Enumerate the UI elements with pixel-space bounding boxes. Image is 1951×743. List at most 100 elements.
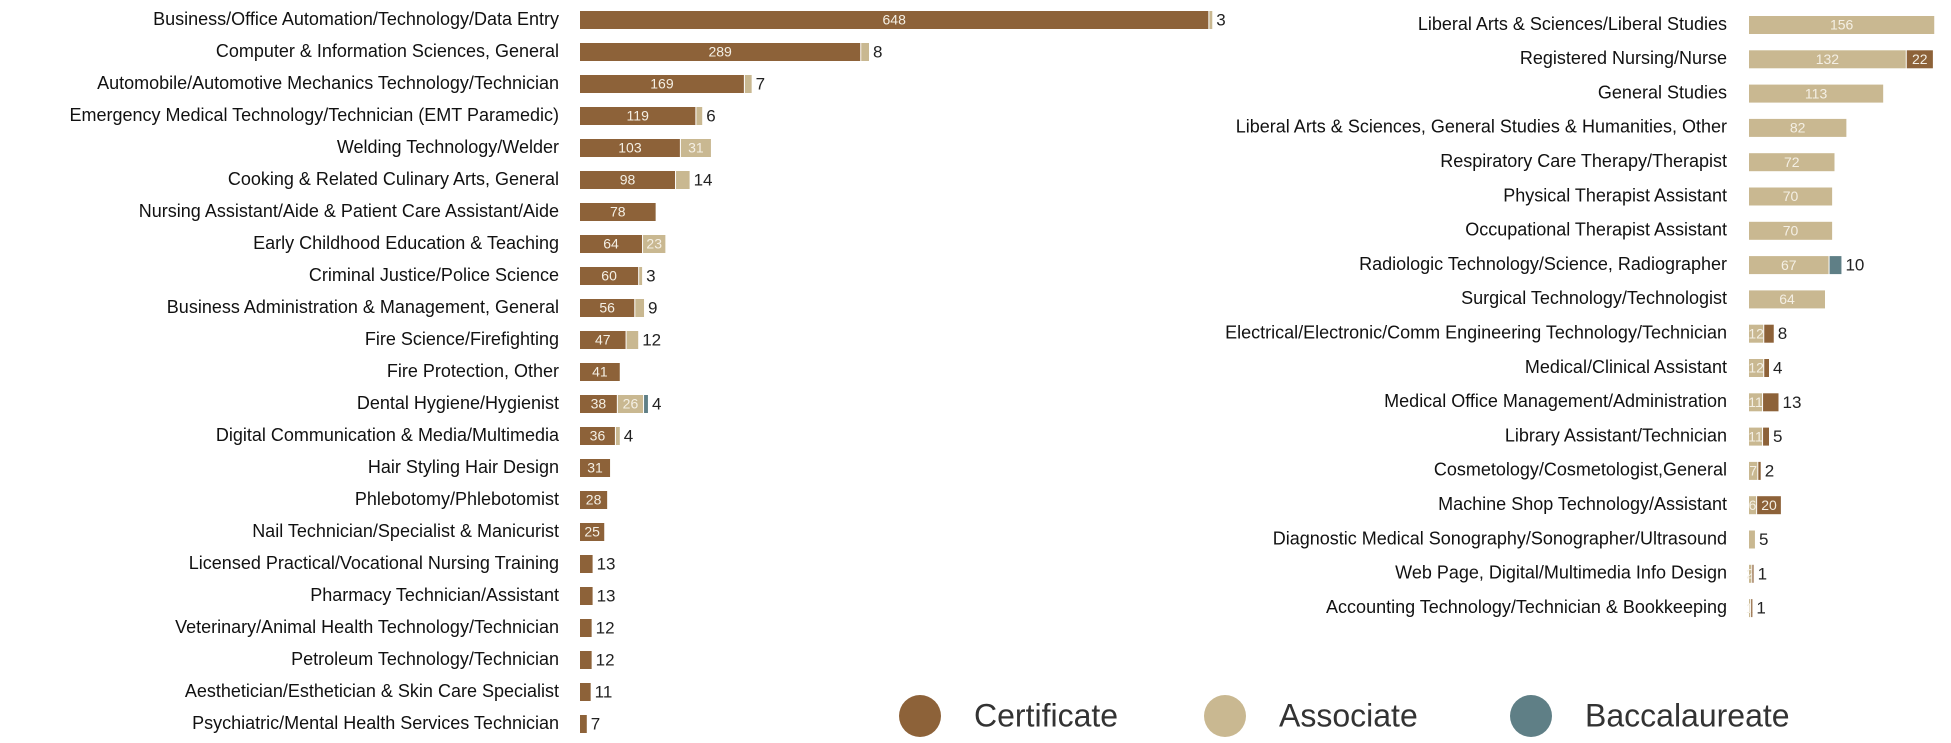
- bar-segment: [1751, 599, 1753, 618]
- category-label: Welding Technology/Welder: [337, 137, 559, 157]
- value-label: 23: [646, 236, 662, 252]
- value-label: 12: [596, 618, 615, 637]
- category-label: Accounting Technology/Technician & Bookk…: [1326, 597, 1727, 617]
- value-label: 56: [599, 300, 615, 316]
- value-label: 67: [1781, 257, 1797, 273]
- value-label: 119: [627, 108, 650, 124]
- category-label: Medical Office Management/Administration: [1384, 391, 1727, 411]
- category-label: Nursing Assistant/Aide & Patient Care As…: [139, 201, 559, 221]
- value-label: 28: [586, 492, 602, 508]
- category-label: Automobile/Automotive Mechanics Technolo…: [97, 73, 559, 93]
- bar-segment: [1749, 153, 1835, 172]
- legend-swatch: [1510, 695, 1552, 737]
- bar-segment: [617, 395, 644, 413]
- bar-segment: [580, 619, 592, 637]
- value-label: 2: [1765, 461, 1774, 480]
- category-label: Medical/Clinical Assistant: [1525, 357, 1727, 377]
- value-label: 64: [1779, 291, 1795, 307]
- value-label: 38: [591, 396, 607, 412]
- bar-segment: [580, 331, 626, 349]
- value-label: 70: [1783, 223, 1799, 239]
- bar-segment: [680, 139, 711, 157]
- bar-segment: [580, 235, 643, 253]
- bar-segment: [1749, 187, 1833, 206]
- bar-segment: [1763, 393, 1779, 412]
- value-label: 60: [601, 268, 617, 284]
- value-label: 1: [1756, 599, 1765, 618]
- bar-segment: [580, 491, 608, 509]
- value-label: 78: [610, 204, 626, 220]
- value-label: 26: [623, 396, 639, 412]
- bar-segment: [580, 555, 593, 573]
- legend-label: Associate: [1279, 697, 1418, 733]
- category-label: General Studies: [1598, 82, 1727, 102]
- value-label: 20: [1761, 497, 1777, 513]
- bar-segment: [1752, 564, 1754, 583]
- bar-segment: [1749, 118, 1847, 137]
- bar-segment: [1764, 359, 1769, 377]
- bar-segment: [1749, 461, 1758, 480]
- category-label: Surgical Technology/Technologist: [1461, 288, 1727, 308]
- category-label: Electrical/Electronic/Comm Engineering T…: [1225, 322, 1727, 342]
- bar-segment: [580, 139, 680, 157]
- value-label: 12: [596, 650, 615, 669]
- category-label: Registered Nursing/Nurse: [1520, 48, 1727, 68]
- category-label: Business Administration & Management, Ge…: [167, 297, 559, 317]
- bar-segment: [1749, 16, 1935, 34]
- bar-segment: [580, 363, 620, 381]
- bar-segment: [1749, 427, 1763, 446]
- category-label: Radiologic Technology/Science, Radiograp…: [1359, 254, 1727, 274]
- value-label: 132: [1816, 51, 1840, 67]
- category-label: Cosmetology/Cosmetologist,General: [1434, 460, 1727, 480]
- bar-segment: [1906, 50, 1933, 69]
- value-label: 14: [694, 170, 713, 189]
- category-label: Library Assistant/Technician: [1505, 425, 1727, 445]
- bar-segment: [1829, 256, 1842, 275]
- bar-segment: [580, 587, 593, 605]
- bar-segment: [1749, 564, 1752, 583]
- value-label: 41: [592, 364, 608, 380]
- value-label: 98: [620, 172, 636, 188]
- value-label: 11: [1748, 428, 1763, 444]
- bar-segment: [676, 171, 690, 189]
- bar-segment: [1763, 427, 1769, 446]
- value-label: 103: [618, 140, 642, 156]
- value-label: 31: [688, 140, 704, 156]
- value-label: 156: [1830, 17, 1854, 33]
- bar-segment: [580, 683, 591, 701]
- value-label: 25: [584, 524, 600, 540]
- bar-segment: [580, 43, 861, 61]
- bar-segment: [580, 523, 605, 541]
- bar-segment: [1749, 84, 1884, 103]
- category-label: Machine Shop Technology/Assistant: [1438, 494, 1727, 514]
- value-label: 12: [1748, 325, 1764, 341]
- bar-segment: [744, 75, 752, 93]
- value-label: 22: [1912, 51, 1928, 67]
- value-label: 31: [587, 460, 603, 476]
- value-label: 36: [590, 428, 606, 444]
- category-label: Computer & Information Sciences, General: [216, 41, 559, 61]
- bar-segment: [643, 235, 666, 253]
- category-label: Cooking & Related Culinary Arts, General: [228, 169, 559, 189]
- bar-segment: [1764, 324, 1774, 343]
- value-label: 10: [1845, 256, 1864, 275]
- legend-label: Certificate: [974, 697, 1118, 733]
- category-label: Petroleum Technology/Technician: [291, 649, 559, 669]
- value-label: 6: [706, 106, 715, 125]
- value-label: 12: [1748, 360, 1764, 376]
- category-label: Phlebotomy/Phlebotomist: [355, 489, 559, 509]
- category-label: Nail Technician/Specialist & Manicurist: [252, 521, 559, 541]
- category-label: Emergency Medical Technology/Technician …: [69, 105, 559, 125]
- value-label: 11: [1748, 394, 1763, 410]
- bar-segment: [580, 171, 676, 189]
- bar-segment: [1749, 530, 1755, 549]
- bar-segment: [615, 427, 620, 445]
- category-label: Hair Styling Hair Design: [368, 457, 559, 477]
- value-label: 6: [1749, 497, 1757, 513]
- legend-label: Baccalaureate: [1585, 697, 1790, 733]
- value-label: 169: [650, 76, 674, 92]
- category-label: Web Page, Digital/Multimedia Info Design: [1395, 563, 1727, 583]
- value-label: 1: [1746, 600, 1754, 616]
- category-label: Criminal Justice/Police Science: [309, 265, 559, 285]
- bar-segment: [580, 203, 656, 221]
